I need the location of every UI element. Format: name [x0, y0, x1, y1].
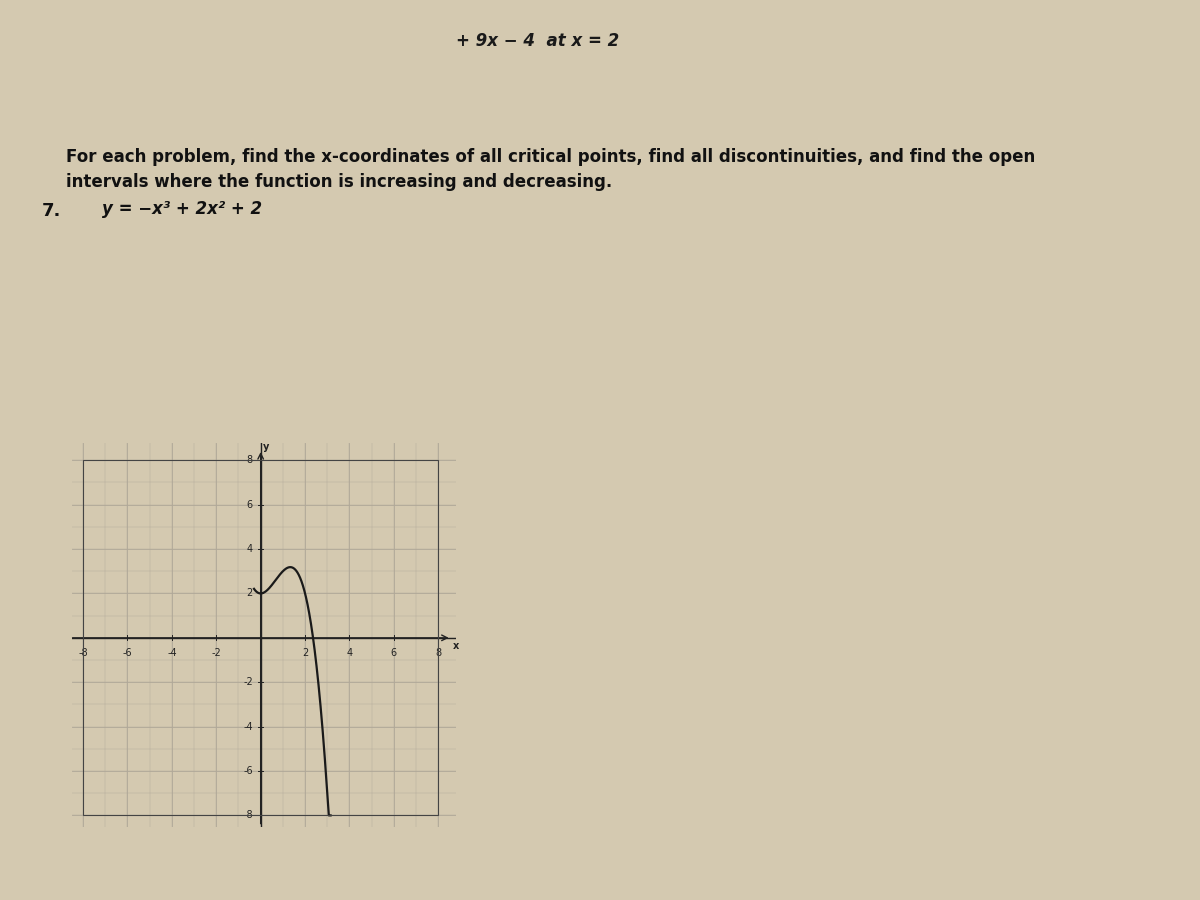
Text: y = −x³ + 2x² + 2: y = −x³ + 2x² + 2 — [102, 200, 262, 218]
Text: For each problem, find the x-coordinates of all critical points, find all discon: For each problem, find the x-coordinates… — [66, 148, 1036, 166]
Text: -8: -8 — [78, 648, 88, 658]
Text: 2: 2 — [247, 589, 253, 598]
Text: 7.: 7. — [42, 202, 61, 220]
Text: 6: 6 — [247, 500, 253, 509]
Text: 4: 4 — [347, 648, 353, 658]
Text: -2: -2 — [244, 677, 253, 688]
Text: 2: 2 — [302, 648, 308, 658]
Text: -4: -4 — [244, 722, 253, 732]
Text: 8: 8 — [247, 455, 253, 465]
Text: -4: -4 — [167, 648, 176, 658]
Text: x: x — [452, 641, 460, 651]
Text: -2: -2 — [211, 648, 221, 658]
Text: 6: 6 — [391, 648, 397, 658]
Text: y: y — [263, 442, 270, 452]
Text: -6: -6 — [244, 766, 253, 776]
Text: + 9x − 4  at x = 2: + 9x − 4 at x = 2 — [456, 32, 619, 50]
Text: intervals where the function is increasing and decreasing.: intervals where the function is increasi… — [66, 173, 612, 191]
Text: -8: -8 — [244, 810, 253, 821]
Text: 4: 4 — [247, 544, 253, 554]
Text: 8: 8 — [436, 648, 442, 658]
Text: -6: -6 — [122, 648, 132, 658]
